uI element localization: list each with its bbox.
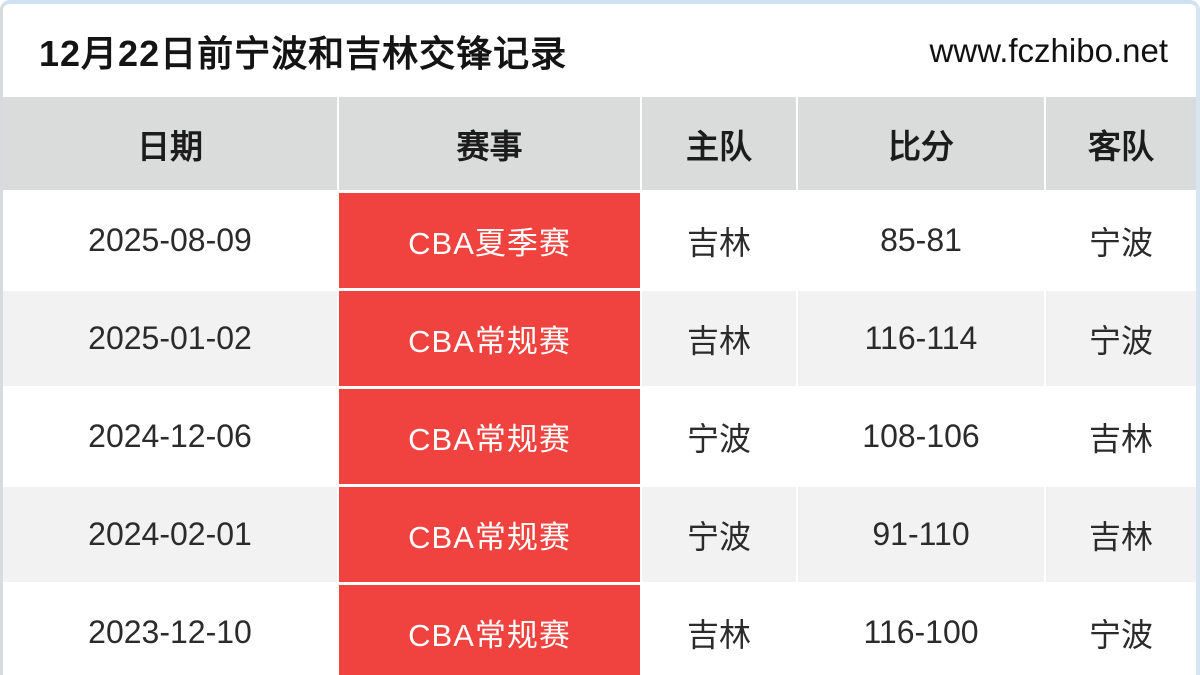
- event-badge[interactable]: CBA常规赛: [339, 487, 640, 582]
- column-header-date: 日期: [3, 97, 337, 190]
- event-badge[interactable]: CBA夏季赛: [339, 193, 640, 288]
- home-team-cell: 宁波: [642, 389, 796, 484]
- date-cell: 2023-12-10: [3, 585, 337, 675]
- date-cell: 2025-08-09: [3, 193, 337, 288]
- home-team-cell: 吉林: [642, 291, 796, 386]
- home-team-cell: 吉林: [642, 193, 796, 288]
- home-team-cell: 宁波: [642, 487, 796, 582]
- table-row: 2025-08-09 CBA夏季赛 吉林 85-81 宁波: [3, 193, 1196, 288]
- event-badge[interactable]: CBA常规赛: [339, 389, 640, 484]
- column-header-away: 客队: [1046, 97, 1196, 190]
- date-cell: 2024-02-01: [3, 487, 337, 582]
- table-row: 2024-02-01 CBA常规赛 宁波 91-110 吉林: [3, 487, 1196, 582]
- page-title: 12月22日前宁波和吉林交锋记录: [39, 32, 568, 74]
- table-header-row: 日期 赛事 主队 比分 客队: [3, 97, 1196, 190]
- score-cell: 116-100: [798, 585, 1044, 675]
- table-row: 2025-01-02 CBA常规赛 吉林 116-114 宁波: [3, 291, 1196, 386]
- title-bar: 12月22日前宁波和吉林交锋记录 www.fczhibo.net: [3, 4, 1196, 97]
- away-team-cell: 宁波: [1046, 291, 1196, 386]
- away-team-cell: 宁波: [1046, 585, 1196, 675]
- table-row: 2024-12-06 CBA常规赛 宁波 108-106 吉林: [3, 389, 1196, 484]
- column-header-event: 赛事: [339, 97, 640, 190]
- table-row: 2023-12-10 CBA常规赛 吉林 116-100 宁波: [3, 585, 1196, 675]
- away-team-cell: 吉林: [1046, 389, 1196, 484]
- column-header-home: 主队: [642, 97, 796, 190]
- score-cell: 108-106: [798, 389, 1044, 484]
- event-badge[interactable]: CBA常规赛: [339, 291, 640, 386]
- score-cell: 116-114: [798, 291, 1044, 386]
- score-cell: 91-110: [798, 487, 1044, 582]
- away-team-cell: 吉林: [1046, 487, 1196, 582]
- home-team-cell: 吉林: [642, 585, 796, 675]
- score-cell: 85-81: [798, 193, 1044, 288]
- event-badge[interactable]: CBA常规赛: [339, 585, 640, 675]
- date-cell: 2025-01-02: [3, 291, 337, 386]
- away-team-cell: 宁波: [1046, 193, 1196, 288]
- column-header-score: 比分: [798, 97, 1044, 190]
- head-to-head-table: 日期 赛事 主队 比分 客队 2025-08-09 CBA夏季赛 吉林 85-8…: [3, 97, 1196, 675]
- date-cell: 2024-12-06: [3, 389, 337, 484]
- site-url: www.fczhibo.net: [929, 31, 1168, 69]
